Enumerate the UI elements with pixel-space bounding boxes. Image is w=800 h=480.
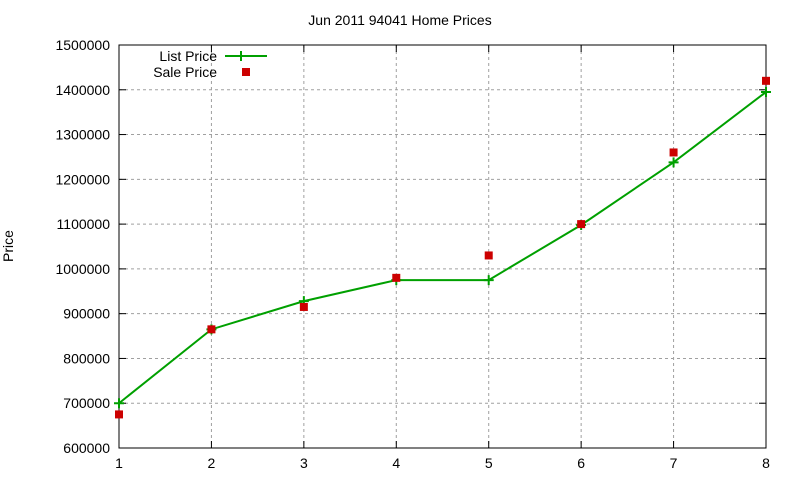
y-tick-label: 1000000 [55, 261, 110, 277]
square-marker [762, 76, 770, 85]
plus-marker [761, 87, 771, 98]
square-marker [207, 325, 216, 334]
square-marker [299, 302, 308, 311]
y-tick-label: 1200000 [55, 171, 110, 187]
x-tick-label: 4 [392, 455, 400, 471]
x-tick-label: 2 [208, 455, 216, 471]
x-tick-label: 7 [670, 455, 678, 471]
x-tick-label: 6 [577, 455, 585, 471]
square-marker [115, 410, 123, 419]
x-tick-label: 5 [485, 455, 493, 471]
plot-frame [118, 44, 767, 449]
y-tick-label: 800000 [63, 350, 110, 366]
plus-marker [668, 157, 679, 168]
y-tick-label: 600000 [63, 440, 110, 456]
square-marker [484, 251, 493, 260]
chart-title: Jun 2011 94041 Home Prices [308, 12, 492, 28]
x-tick-label: 8 [762, 455, 770, 471]
legend-label-sale-price: Sale Price [153, 64, 217, 80]
y-tick-label: 1400000 [55, 82, 110, 98]
legend-square-icon [242, 68, 250, 76]
legend-label-list-price: List Price [159, 48, 217, 64]
plus-marker [483, 275, 494, 286]
y-tick-label: 900000 [63, 306, 110, 322]
y-tick-label: 1500000 [55, 37, 110, 53]
square-marker [669, 148, 678, 157]
y-axis-label: Price [0, 230, 16, 262]
plus-marker [114, 398, 124, 409]
y-tick-label: 1100000 [57, 216, 111, 232]
square-marker [577, 220, 586, 229]
y-tick-label: 700000 [63, 395, 110, 411]
square-marker [392, 273, 401, 282]
x-tick-label: 3 [300, 455, 308, 471]
x-tick-label: 1 [115, 455, 123, 471]
y-tick-label: 1300000 [55, 127, 110, 143]
series-line-list-price [118, 91, 767, 405]
